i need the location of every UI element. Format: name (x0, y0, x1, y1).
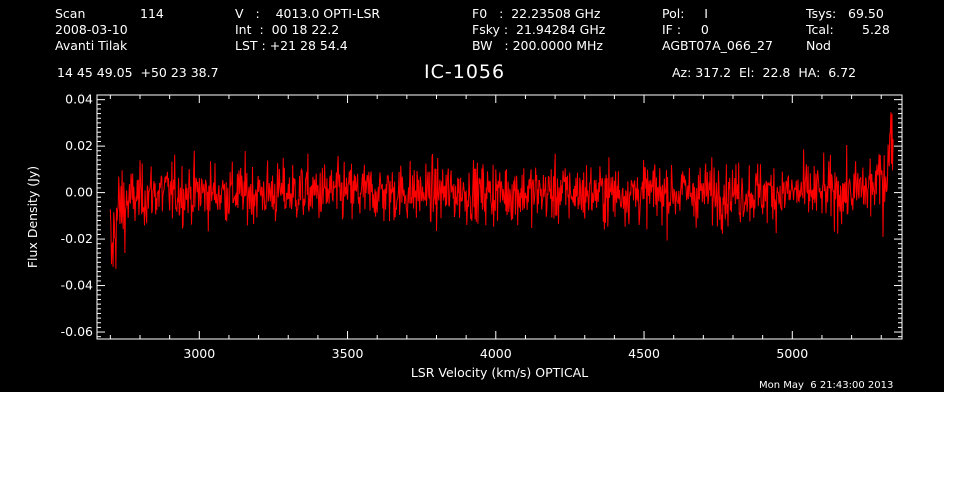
lst-readout: LST : +21 28 54.4 (235, 38, 348, 53)
y-axis-label: Flux Density (Jy) (25, 166, 40, 268)
x-tick-label: 3000 (183, 346, 215, 361)
spectrum-line-0 (109, 112, 894, 269)
bandwidth-readout: BW : 200.0000 MHz (472, 38, 603, 53)
coordinates: 14 45 49.05 +50 23 38.7 (57, 65, 219, 80)
x-tick-label: 4500 (628, 346, 660, 361)
tcal-label: Tcal: (806, 22, 834, 37)
switching-mode: Nod (806, 38, 831, 53)
y-tick-label: 0.00 (65, 185, 93, 200)
tsys-label: Tsys: (806, 6, 837, 21)
x-tick-label: 3500 (332, 346, 364, 361)
polarization-readout: Pol: I (662, 6, 708, 21)
x-axis-label: LSR Velocity (km/s) OPTICAL (411, 365, 588, 380)
project-id: AGBT07A_066_27 (662, 38, 773, 53)
x-tick-label: 4000 (480, 346, 512, 361)
if-readout: IF : 0 (662, 22, 709, 37)
pointing-readout: Az: 317.2 El: 22.8 HA: 6.72 (672, 65, 857, 80)
spectrum-plot: 3000 3500 4000 4500 5000 -0.06 -0.04 -0.02 0.00 0… (25, 92, 903, 380)
observer: Avanti Tilak (55, 38, 128, 53)
y-tick-label: -0.02 (61, 231, 93, 246)
tcal-value: 5.28 (862, 22, 890, 37)
integration-readout: Int : 00 18 22.2 (235, 22, 340, 37)
y-tick-label: -0.06 (61, 324, 93, 339)
scan-number: 114 (140, 6, 164, 21)
plot-frame (96, 94, 903, 340)
y-tick-label: -0.04 (61, 278, 93, 293)
timestamp: Mon May 6 21:43:00 2013 (759, 380, 894, 391)
y-tick-label: 0.04 (65, 92, 93, 107)
x-tick-label: 5000 (776, 346, 808, 361)
obs-date: 2008-03-10 (55, 22, 128, 37)
y-tick-label: 0.02 (65, 138, 93, 153)
velocity-readout: V : 4013.0 OPTI-LSR (235, 6, 381, 21)
spectrum-panel: Scan 114 2008-03-10 Avanti Tilak V : 401… (0, 0, 944, 392)
fsky-readout: Fsky : 21.94284 GHz (472, 22, 606, 37)
scan-label: Scan (55, 6, 86, 21)
f0-readout: F0 : 22.23508 GHz (472, 6, 601, 21)
tsys-value: 69.50 (848, 6, 884, 21)
source-title: IC-1056 (424, 61, 506, 83)
